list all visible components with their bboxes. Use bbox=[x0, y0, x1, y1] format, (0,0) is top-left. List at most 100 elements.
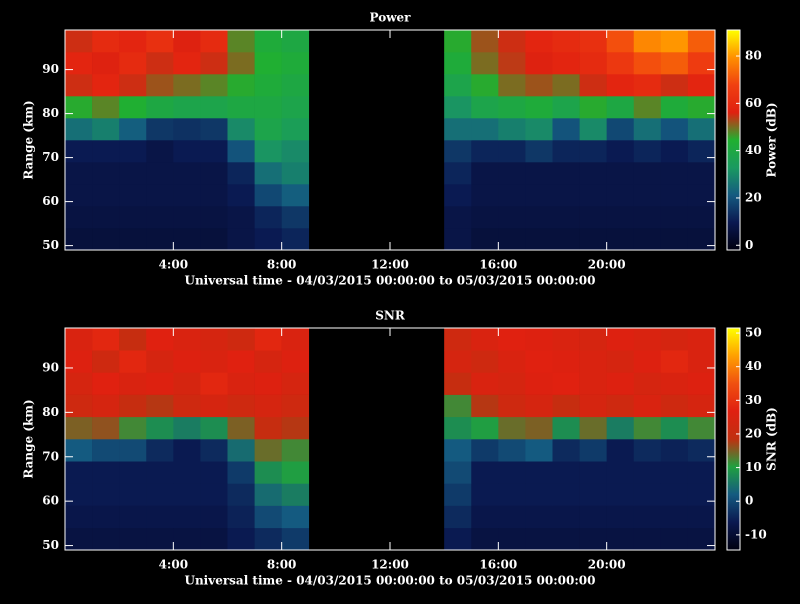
heatmap-cell bbox=[146, 527, 174, 551]
heatmap-cell bbox=[146, 461, 174, 484]
heatmap-cell bbox=[606, 52, 635, 75]
heatmap-cell bbox=[660, 439, 689, 462]
heatmap-cell bbox=[65, 96, 93, 119]
heatmap-cell bbox=[200, 439, 228, 462]
heatmap-cell bbox=[200, 483, 228, 506]
heatmap-cell bbox=[200, 394, 228, 418]
heatmap-cell bbox=[498, 527, 526, 551]
heatmap-cell bbox=[173, 118, 201, 141]
heatmap-cell bbox=[281, 52, 310, 75]
heatmap-cell bbox=[525, 140, 553, 163]
heatmap-cell bbox=[173, 74, 201, 97]
heatmap-cell bbox=[660, 527, 689, 551]
heatmap-cell bbox=[606, 30, 635, 53]
heatmap-cell bbox=[92, 483, 120, 506]
heatmap-cell bbox=[687, 228, 716, 251]
heatmap-cell bbox=[579, 228, 607, 251]
heatmap-cell bbox=[579, 96, 607, 119]
heatmap-cell bbox=[660, 483, 689, 506]
x-tick-label: 12:00 bbox=[371, 258, 409, 272]
heatmap-cell bbox=[552, 328, 580, 351]
heatmap-cell bbox=[471, 439, 499, 462]
heatmap-cell bbox=[552, 350, 580, 373]
heatmap-cell bbox=[687, 527, 716, 551]
heatmap-cell bbox=[92, 505, 120, 529]
heatmap-cell bbox=[498, 394, 526, 418]
heatmap-cell bbox=[552, 228, 580, 251]
heatmap-cell bbox=[254, 416, 282, 440]
heatmap-cell bbox=[227, 30, 255, 53]
heatmap-cell bbox=[281, 228, 310, 251]
heatmap-cell bbox=[444, 140, 472, 163]
heatmap-cell bbox=[254, 439, 282, 462]
heatmap-cell bbox=[660, 206, 689, 229]
heatmap-cell bbox=[525, 416, 553, 440]
heatmap-cell bbox=[119, 30, 147, 53]
heatmap-cells bbox=[65, 328, 716, 551]
heatmap-cell bbox=[525, 206, 553, 229]
heatmap-cell bbox=[525, 96, 553, 119]
heatmap-cell bbox=[498, 461, 526, 484]
heatmap-cell bbox=[146, 184, 174, 207]
colorbar-tick-label: -10 bbox=[745, 527, 767, 541]
heatmap-cell bbox=[146, 439, 174, 462]
heatmap-cell bbox=[687, 184, 716, 207]
heatmap-cell bbox=[525, 505, 553, 529]
heatmap-cell bbox=[606, 372, 635, 395]
heatmap-cell bbox=[660, 461, 689, 484]
heatmap-cell bbox=[633, 228, 662, 251]
heatmap-cell bbox=[227, 228, 255, 251]
heatmap-cell bbox=[281, 372, 310, 395]
heatmap-cell bbox=[606, 416, 635, 440]
heatmap-cell bbox=[498, 328, 526, 351]
heatmap-cell bbox=[633, 162, 662, 185]
heatmap-cell bbox=[525, 52, 553, 75]
heatmap-cell bbox=[227, 328, 255, 351]
heatmap-cell bbox=[227, 461, 255, 484]
heatmap-cell bbox=[227, 74, 255, 97]
heatmap-cell bbox=[281, 394, 310, 418]
heatmap-cell bbox=[254, 206, 282, 229]
heatmap-cell bbox=[92, 30, 120, 53]
heatmap-cell bbox=[146, 206, 174, 229]
heatmap-cell bbox=[552, 372, 580, 395]
heatmap-cell bbox=[525, 372, 553, 395]
heatmap-cell bbox=[92, 52, 120, 75]
heatmap-cell bbox=[227, 184, 255, 207]
heatmap-cell bbox=[119, 505, 147, 529]
heatmap-cell bbox=[633, 30, 662, 53]
heatmap-cell bbox=[552, 96, 580, 119]
heatmap-cell bbox=[146, 394, 174, 418]
heatmap-cells bbox=[65, 30, 716, 251]
heatmap-cell bbox=[633, 372, 662, 395]
heatmap-cell bbox=[146, 74, 174, 97]
heatmap-cell bbox=[579, 184, 607, 207]
heatmap-cell bbox=[633, 416, 662, 440]
heatmap-cell bbox=[498, 140, 526, 163]
heatmap-cell bbox=[552, 416, 580, 440]
heatmap-cell bbox=[633, 483, 662, 506]
heatmap-cell bbox=[498, 74, 526, 97]
heatmap-cell bbox=[660, 140, 689, 163]
heatmap-cell bbox=[579, 505, 607, 529]
heatmap-cell bbox=[173, 439, 201, 462]
colorbar-tick-label: 40 bbox=[745, 143, 762, 157]
heatmap-cell bbox=[173, 416, 201, 440]
heatmap-cell bbox=[633, 118, 662, 141]
heatmap-cell bbox=[173, 96, 201, 119]
heatmap-cell bbox=[498, 30, 526, 53]
heatmap-cell bbox=[606, 328, 635, 351]
heatmap-cell bbox=[471, 505, 499, 529]
heatmap-cell bbox=[525, 461, 553, 484]
heatmap-cell bbox=[254, 350, 282, 373]
heatmap-cell bbox=[525, 439, 553, 462]
heatmap-cell bbox=[444, 439, 472, 462]
heatmap-cell bbox=[471, 328, 499, 351]
heatmap-cell bbox=[471, 96, 499, 119]
heatmap-cell bbox=[281, 505, 310, 529]
heatmap-cell bbox=[281, 206, 310, 229]
heatmap-cell bbox=[227, 483, 255, 506]
heatmap-cell bbox=[92, 372, 120, 395]
heatmap-cell bbox=[92, 527, 120, 551]
x-axis-label: Universal time - 04/03/2015 00:00:00 to … bbox=[184, 274, 595, 288]
